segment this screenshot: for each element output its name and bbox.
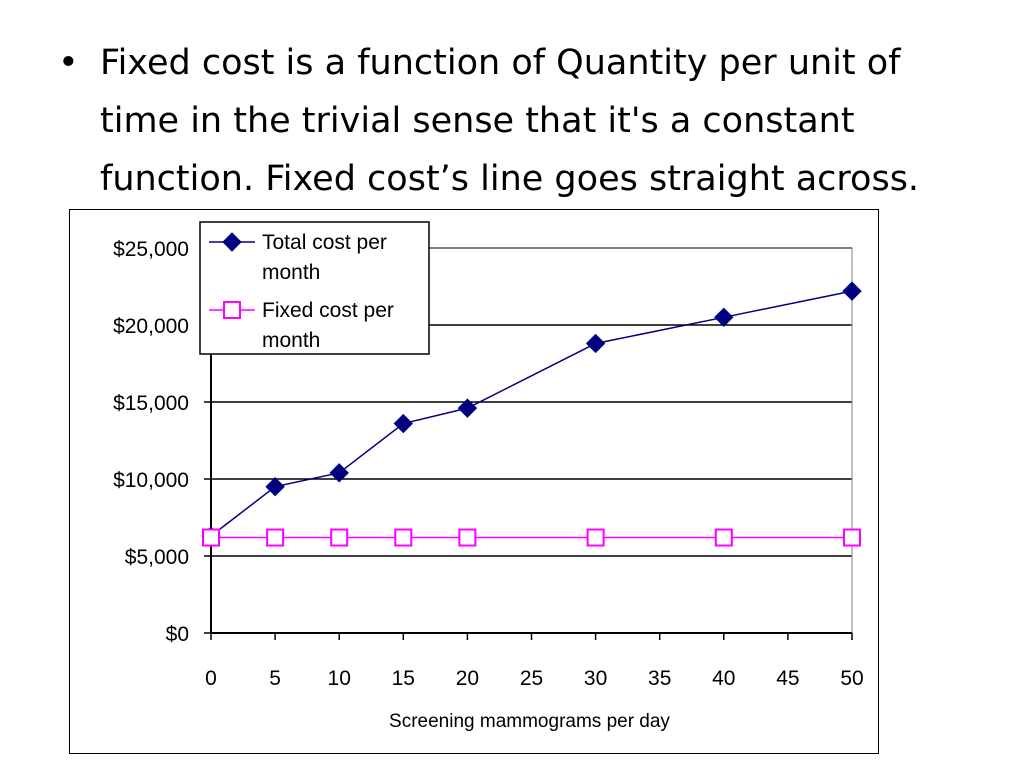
data-point: [457, 398, 478, 418]
x-tick-label: 15: [392, 667, 415, 690]
data-point: [265, 476, 285, 497]
legend: Total cost per month Fixed cost per month: [199, 221, 430, 355]
series: [201, 281, 862, 547]
x-tick-label: 30: [584, 667, 607, 690]
legend-entry: Total cost per month: [209, 231, 387, 284]
legend-marker: [222, 232, 242, 252]
x-tick-label: 45: [776, 667, 799, 690]
axes: $0 $5,000 $10,000 $15,000 $20,000 $25,000 0 5 10…: [113, 238, 864, 690]
legend-entry: Fixed cost per month: [209, 299, 394, 352]
x-tick-label: 5: [269, 667, 281, 690]
series-2: [202, 528, 861, 547]
x-axis-title: Screening mammograms per day: [389, 711, 670, 732]
x-tick-label: 10: [328, 667, 351, 690]
data-point: [266, 528, 285, 547]
y-tick-label: $10,000: [113, 469, 189, 492]
data-point: [393, 413, 414, 434]
x-tick-label: 20: [456, 667, 479, 690]
legend-label: month: [262, 261, 320, 284]
legend-label: Fixed cost per: [262, 299, 394, 322]
data-point: [458, 528, 477, 547]
bullet-text: Fixed cost is a function of Quantity per…: [100, 43, 920, 199]
y-tick-label: $0: [166, 623, 189, 646]
bullet-symbol: •: [58, 43, 79, 83]
series-line: [210, 290, 853, 537]
x-tick-label: 25: [520, 667, 543, 690]
data-point: [714, 307, 734, 328]
x-tick-label: 35: [648, 667, 671, 690]
y-tick-label: $20,000: [113, 315, 189, 338]
x-tick-label: 0: [205, 667, 217, 690]
y-tick-label: $5,000: [125, 546, 189, 569]
bullet-point: • Fixed cost is a function of Quantity p…: [58, 34, 988, 208]
data-point: [329, 463, 349, 483]
data-point: [842, 281, 862, 301]
data-point: [202, 528, 220, 547]
data-point: [586, 528, 605, 547]
data-point: [585, 333, 606, 354]
y-tick-label: $25,000: [113, 238, 189, 261]
legend-marker: [223, 301, 241, 319]
data-point: [394, 528, 413, 547]
data-point: [843, 528, 861, 547]
data-point: [330, 528, 349, 547]
x-tick-label: 40: [712, 667, 735, 690]
data-point: [714, 528, 733, 547]
y-tick-label: $15,000: [113, 392, 189, 415]
legend-label: month: [262, 329, 320, 352]
x-tick-label: 50: [840, 667, 863, 690]
legend-label: Total cost per: [262, 231, 387, 254]
